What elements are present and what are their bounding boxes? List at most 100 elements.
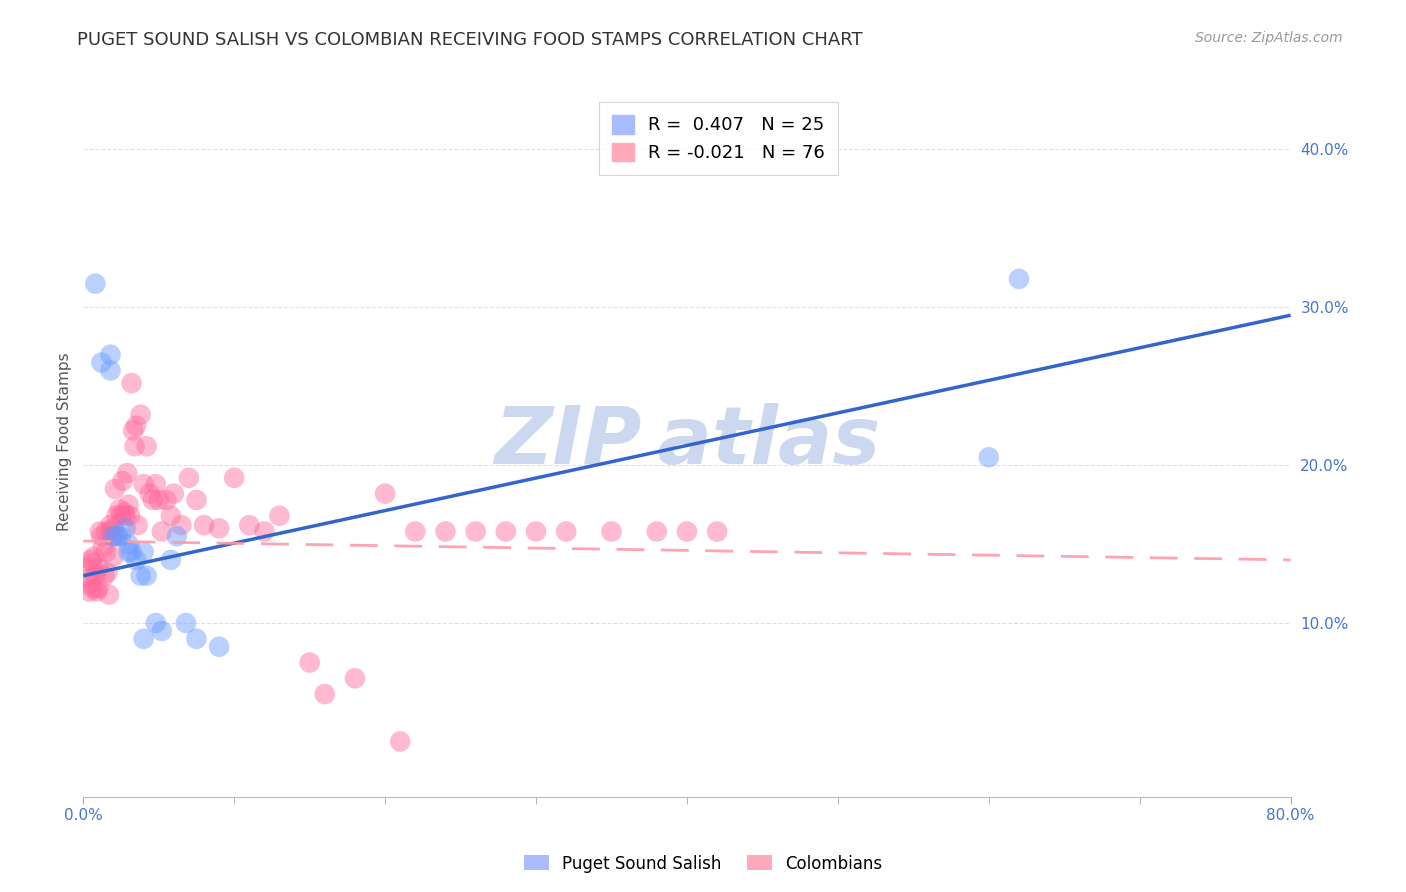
Point	[298, 656, 321, 670]
Point	[404, 524, 426, 539]
Point	[269, 508, 291, 523]
Point	[495, 524, 517, 539]
Point	[132, 477, 155, 491]
Point	[166, 529, 188, 543]
Point	[1008, 272, 1031, 286]
Point	[706, 524, 728, 539]
Point	[114, 521, 136, 535]
Point	[96, 566, 118, 580]
Point	[555, 524, 578, 539]
Point	[121, 545, 143, 559]
Point	[87, 582, 110, 596]
Y-axis label: Receiving Food Stamps: Receiving Food Stamps	[58, 352, 72, 531]
Point	[127, 518, 149, 533]
Point	[135, 568, 157, 582]
Point	[84, 277, 107, 291]
Point	[125, 418, 148, 433]
Point	[208, 521, 231, 535]
Point	[117, 537, 139, 551]
Point	[174, 615, 197, 630]
Point	[138, 486, 160, 500]
Point	[645, 524, 668, 539]
Point	[100, 524, 122, 539]
Point	[79, 572, 101, 586]
Point	[107, 529, 129, 543]
Point	[150, 524, 173, 539]
Point	[186, 632, 208, 646]
Point	[80, 553, 103, 567]
Point	[434, 524, 457, 539]
Point	[83, 549, 105, 564]
Point	[135, 439, 157, 453]
Point	[100, 348, 122, 362]
Point	[600, 524, 623, 539]
Point	[103, 521, 125, 535]
Point	[112, 506, 135, 520]
Point	[129, 408, 152, 422]
Point	[129, 568, 152, 582]
Point	[121, 376, 143, 390]
Point	[208, 640, 231, 654]
Point	[108, 502, 131, 516]
Text: Source: ZipAtlas.com: Source: ZipAtlas.com	[1195, 31, 1343, 45]
Point	[82, 582, 104, 596]
Point	[104, 482, 127, 496]
Point	[82, 556, 104, 570]
Point	[103, 549, 125, 564]
Point	[117, 545, 139, 559]
Point	[103, 529, 125, 543]
Point	[193, 518, 215, 533]
Legend: R =  0.407   N = 25, R = -0.021   N = 76: R = 0.407 N = 25, R = -0.021 N = 76	[599, 103, 838, 175]
Point	[524, 524, 547, 539]
Point	[76, 561, 98, 575]
Point	[101, 529, 124, 543]
Point	[84, 568, 107, 582]
Point	[105, 529, 128, 543]
Point	[170, 518, 193, 533]
Point	[93, 568, 115, 582]
Point	[97, 588, 120, 602]
Point	[238, 518, 260, 533]
Point	[90, 355, 112, 369]
Point	[100, 363, 122, 377]
Point	[79, 584, 101, 599]
Point	[114, 508, 136, 523]
Point	[253, 524, 276, 539]
Point	[122, 424, 145, 438]
Text: PUGET SOUND SALISH VS COLOMBIAN RECEIVING FOOD STAMPS CORRELATION CHART: PUGET SOUND SALISH VS COLOMBIAN RECEIVIN…	[77, 31, 863, 49]
Point	[177, 471, 200, 485]
Point	[148, 492, 170, 507]
Point	[91, 541, 114, 555]
Point	[110, 529, 132, 543]
Point	[159, 508, 181, 523]
Point	[159, 553, 181, 567]
Point	[80, 576, 103, 591]
Point	[120, 508, 142, 523]
Point	[676, 524, 699, 539]
Point	[142, 492, 165, 507]
Point	[155, 492, 177, 507]
Point	[145, 477, 167, 491]
Point	[374, 486, 396, 500]
Point	[117, 498, 139, 512]
Point	[389, 734, 412, 748]
Point	[314, 687, 336, 701]
Point	[186, 492, 208, 507]
Point	[464, 524, 486, 539]
Point	[111, 474, 134, 488]
Point	[90, 529, 112, 543]
Point	[100, 518, 122, 533]
Point	[115, 466, 138, 480]
Point	[94, 524, 117, 539]
Legend: Puget Sound Salish, Colombians: Puget Sound Salish, Colombians	[517, 848, 889, 880]
Text: ZIP atlas: ZIP atlas	[494, 402, 880, 481]
Point	[343, 671, 366, 685]
Point	[86, 584, 108, 599]
Point	[224, 471, 246, 485]
Point	[163, 486, 186, 500]
Point	[124, 439, 146, 453]
Point	[977, 450, 1000, 465]
Point	[105, 508, 128, 523]
Point	[89, 524, 111, 539]
Point	[110, 508, 132, 523]
